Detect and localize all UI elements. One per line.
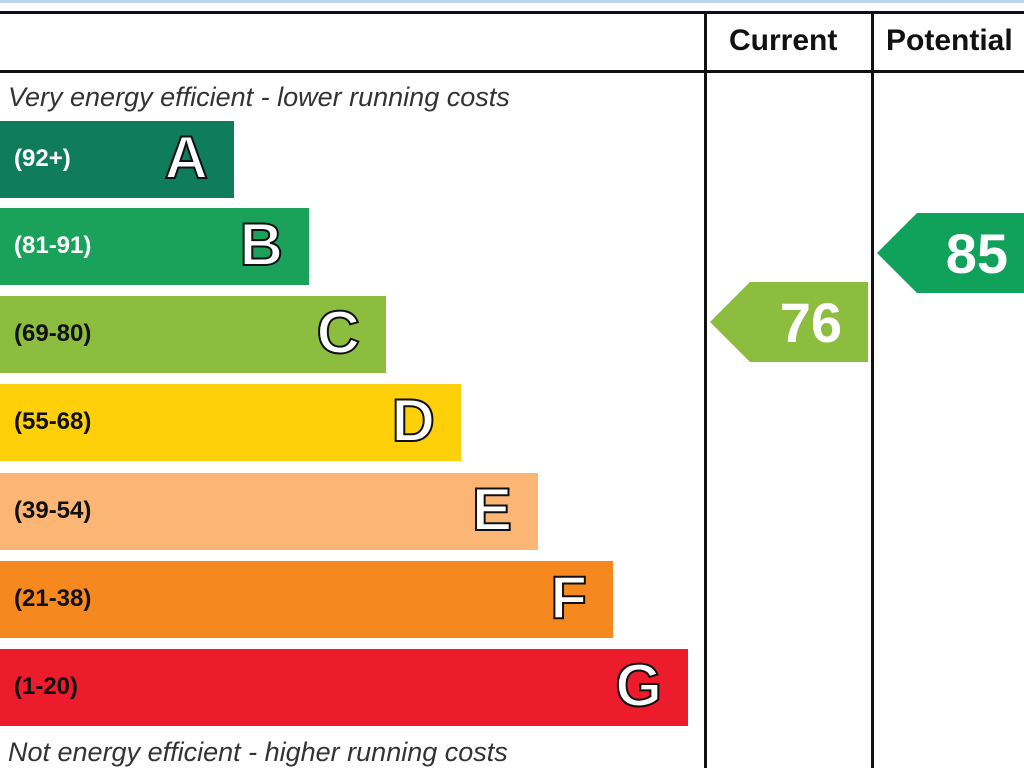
top-strip <box>0 0 1024 3</box>
band-range: (92+) <box>14 145 71 172</box>
band-bar-a: (92+) A <box>0 121 234 198</box>
band-range: (81-91) <box>14 232 92 259</box>
column-divider-current <box>704 11 707 768</box>
band-range: (39-54) <box>14 497 92 524</box>
band-letter: A <box>164 123 209 192</box>
band-bar-g: (1-20) G <box>0 649 688 726</box>
band-bar-b: (81-91) B <box>0 208 309 285</box>
band-bar-e: (39-54) E <box>0 473 538 550</box>
band-range: (55-68) <box>14 408 92 435</box>
band-letter: E <box>471 475 513 544</box>
band-letter: B <box>239 210 284 279</box>
table-top-border <box>0 11 1024 14</box>
bottom-note: Not energy efficient - higher running co… <box>8 737 508 767</box>
band-bar-d: (55-68) D <box>0 384 461 461</box>
top-note: Very energy efficient - lower running co… <box>8 82 510 112</box>
band-bar-c: (69-80) C <box>0 296 386 373</box>
band-range: (21-38) <box>14 585 92 612</box>
potential-rating-arrow: 85 <box>877 213 1024 293</box>
potential-rating-value: 85 <box>945 222 1008 285</box>
current-rating-value: 76 <box>779 291 842 354</box>
band-range: (69-80) <box>14 320 92 347</box>
band-range: (1-20) <box>14 673 79 700</box>
header-divider <box>0 70 1024 73</box>
current-rating-arrow: 76 <box>710 282 868 362</box>
band-letter: C <box>316 298 361 367</box>
column-divider-potential <box>871 11 874 768</box>
header-potential: Potential <box>886 24 1013 57</box>
band-letter: D <box>391 386 436 455</box>
band-letter: G <box>614 651 663 720</box>
band-bar-f: (21-38) F <box>0 561 613 638</box>
band-letter: F <box>549 563 588 632</box>
header-current: Current <box>729 24 838 57</box>
